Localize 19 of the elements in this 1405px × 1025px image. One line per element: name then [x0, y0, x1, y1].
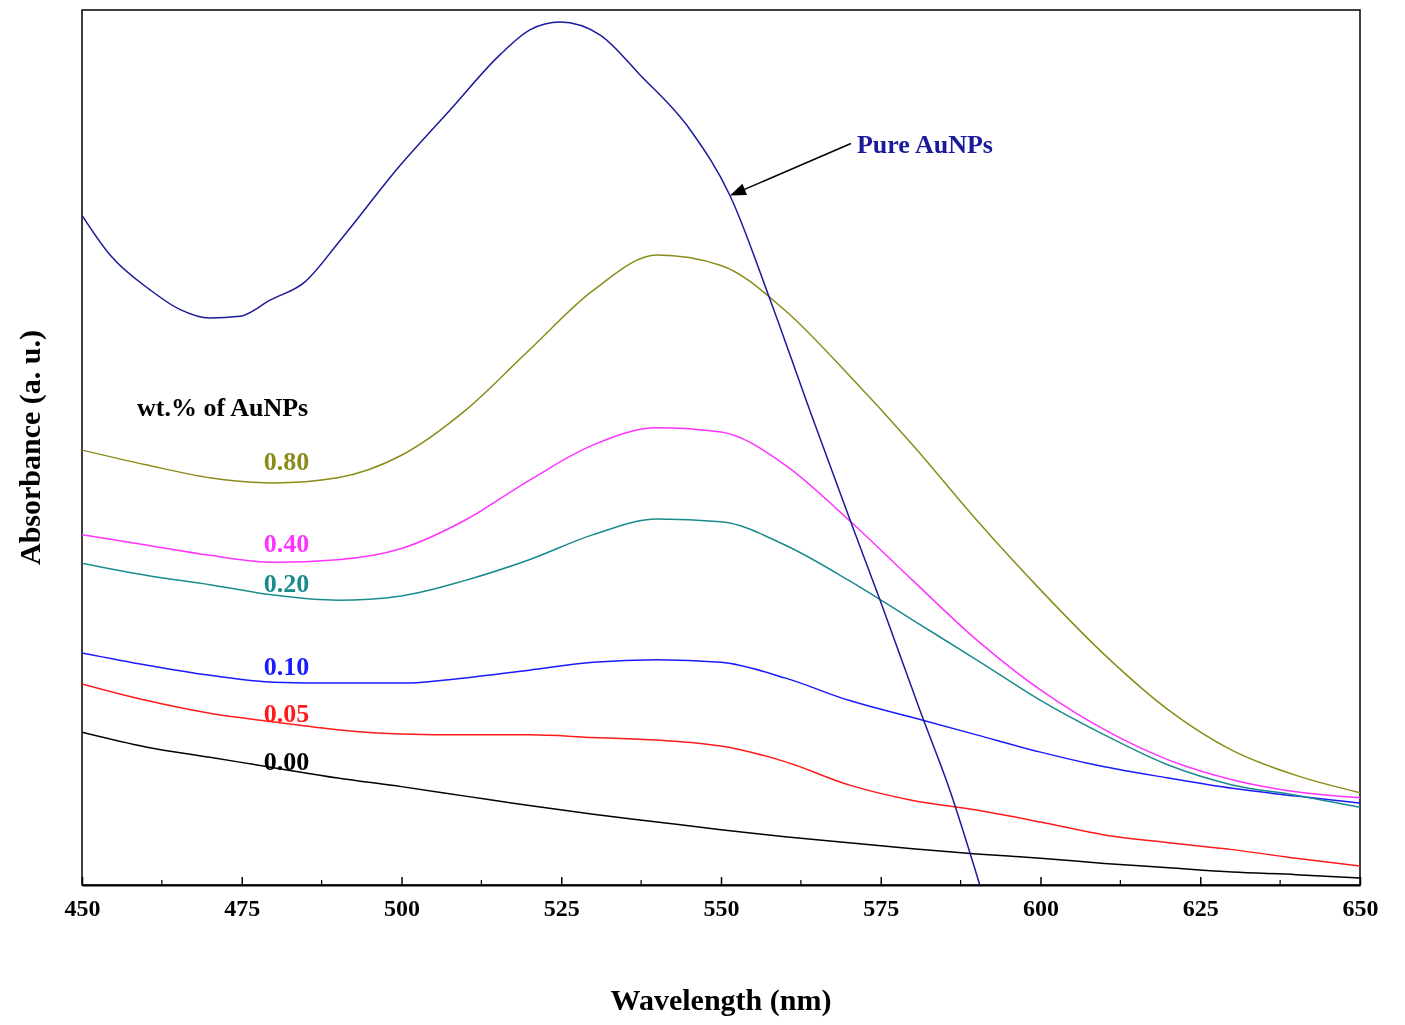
series-label: 0.00 — [263, 747, 310, 776]
series-label: 0.80 — [263, 446, 310, 476]
x-tick-label: 625 — [1182, 895, 1219, 922]
series-label: 0.05 — [263, 698, 310, 728]
x-tick-label: 475 — [224, 895, 261, 922]
x-axis-title: Wavelength (nm) — [610, 983, 832, 1017]
x-tick-label: 600 — [1023, 895, 1059, 922]
y-axis-title: Absorbance (a. u.) — [13, 329, 47, 566]
series-label: 0.20 — [263, 569, 310, 599]
x-tick-label: 450 — [64, 895, 101, 922]
series-label: 0.40 — [263, 528, 310, 558]
x-tick-label: 500 — [384, 895, 420, 922]
x-tick-label: 525 — [543, 895, 580, 922]
x-tick-label: 575 — [863, 895, 900, 922]
x-tick-label: 650 — [1342, 895, 1379, 922]
text: Pure AuNPs — [856, 129, 993, 159]
series-label: 0.10 — [263, 652, 310, 682]
x-tick-label: 550 — [703, 895, 740, 922]
legend-title: wt.% of AuNPs — [136, 392, 309, 422]
